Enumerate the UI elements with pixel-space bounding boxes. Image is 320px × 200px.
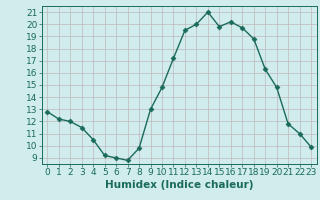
X-axis label: Humidex (Indice chaleur): Humidex (Indice chaleur) xyxy=(105,180,253,190)
